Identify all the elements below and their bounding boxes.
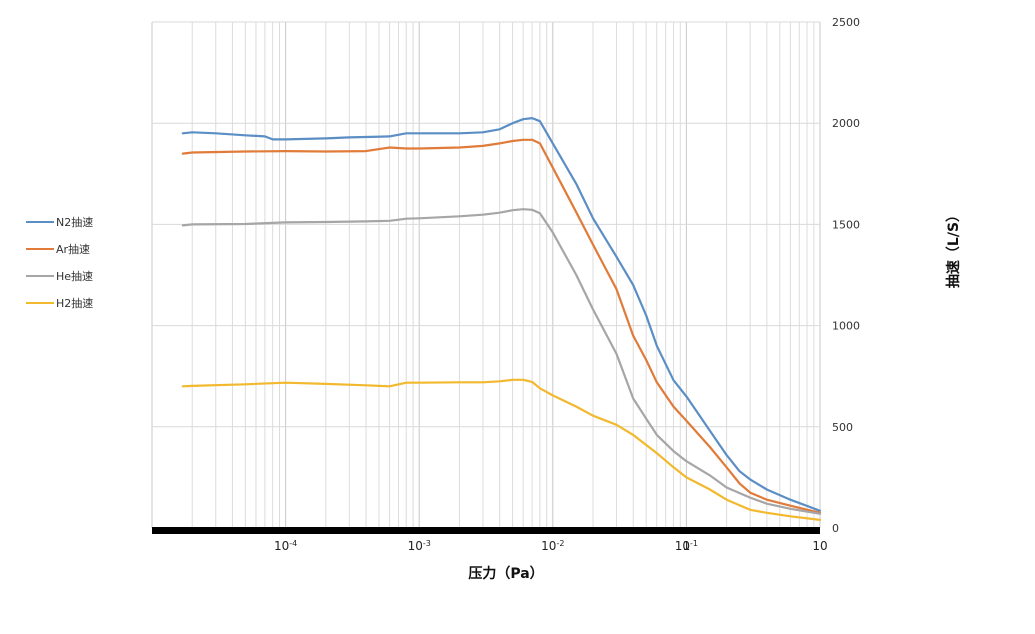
legend-entry: He抽速 xyxy=(56,269,93,283)
x-tick-label: 10-4 xyxy=(274,539,297,554)
x-axis-label: 压力（Pa） xyxy=(468,565,543,582)
y-axis-ticks: 0 500 1000 1500 2000 2500 xyxy=(832,16,860,535)
x-tick-label: 10-1 xyxy=(675,539,698,554)
x-tick-label: 10-2 xyxy=(541,539,564,554)
series-line-2 xyxy=(181,138,822,514)
legend-entry: H2抽速 xyxy=(56,296,93,310)
y-tick-label: 2500 xyxy=(832,16,860,29)
legend-entry: N2抽速 xyxy=(56,215,93,229)
y-tick-label: 500 xyxy=(832,421,853,434)
x-axis-bar xyxy=(152,527,820,534)
y-axis-label: 抽速（L/S） xyxy=(945,208,962,288)
x-axis-ticks: 10-4 10-3 10-2 10-11 10 xyxy=(274,539,828,554)
x-tick-label: 10-3 xyxy=(408,539,431,554)
y-tick-label: 0 xyxy=(832,522,839,535)
x-tick-label: 10 xyxy=(812,539,827,553)
series-line-1 xyxy=(181,117,822,512)
x-tick-label: 1 xyxy=(683,539,691,553)
legend-entry: Ar抽速 xyxy=(56,242,90,256)
plot-area xyxy=(152,22,820,528)
series-line-4 xyxy=(181,378,822,521)
y-tick-label: 2000 xyxy=(832,117,860,130)
y-tick-label: 1000 xyxy=(832,320,860,333)
series-lines xyxy=(181,117,822,521)
y-tick-label: 1500 xyxy=(832,218,860,231)
legend: N2抽速 Ar抽速 He抽速 H2抽速 xyxy=(26,215,93,310)
series-line-3 xyxy=(181,208,822,515)
